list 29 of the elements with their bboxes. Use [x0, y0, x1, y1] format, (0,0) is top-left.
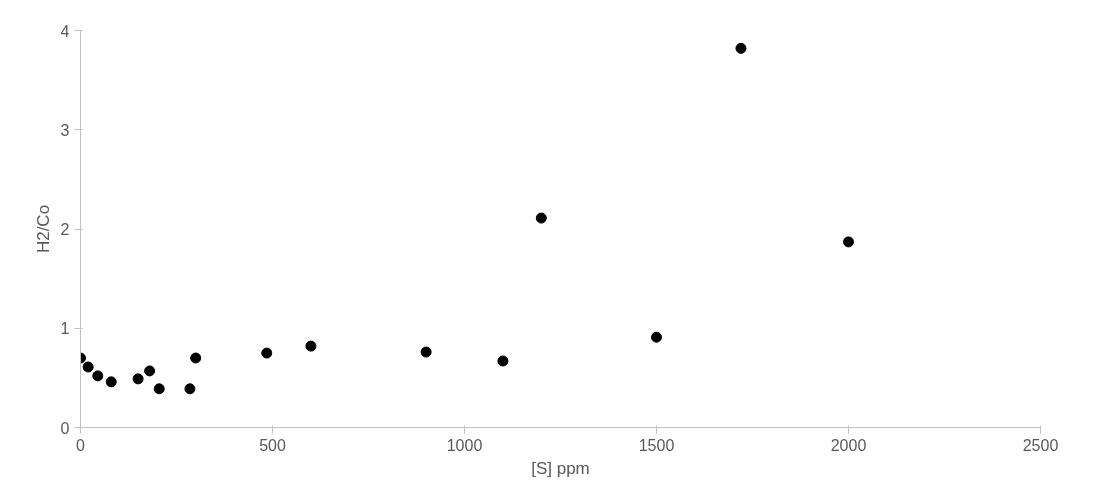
point [82, 361, 94, 373]
point [843, 236, 854, 248]
point [144, 365, 156, 377]
x-tick-label: 2500 [1022, 436, 1059, 454]
x-tick-label: 1500 [638, 436, 675, 454]
y-tick-label: 2 [60, 221, 70, 238]
y-axis-title: H2/Co [33, 204, 53, 254]
x-tick-label: 500 [259, 436, 286, 454]
point [105, 376, 117, 388]
point [190, 352, 202, 364]
point [420, 346, 432, 358]
y-tick-label: 3 [60, 121, 70, 139]
point [184, 383, 196, 395]
point [535, 212, 547, 224]
point [132, 373, 144, 385]
point [497, 355, 509, 367]
y-tick-label: 1 [60, 320, 70, 338]
point [735, 42, 747, 54]
point [153, 383, 165, 395]
point [261, 347, 273, 359]
y-tick-label: 4 [60, 22, 70, 40]
y-tick-label: 0 [60, 419, 70, 437]
x-tick-label: 1000 [446, 436, 483, 454]
point [92, 370, 104, 382]
x-tick-label: 0 [76, 436, 86, 454]
point [305, 340, 317, 352]
x-tick-label: 2000 [830, 436, 867, 454]
point [651, 331, 662, 343]
x-axis-title: [S] ppm [531, 458, 590, 478]
